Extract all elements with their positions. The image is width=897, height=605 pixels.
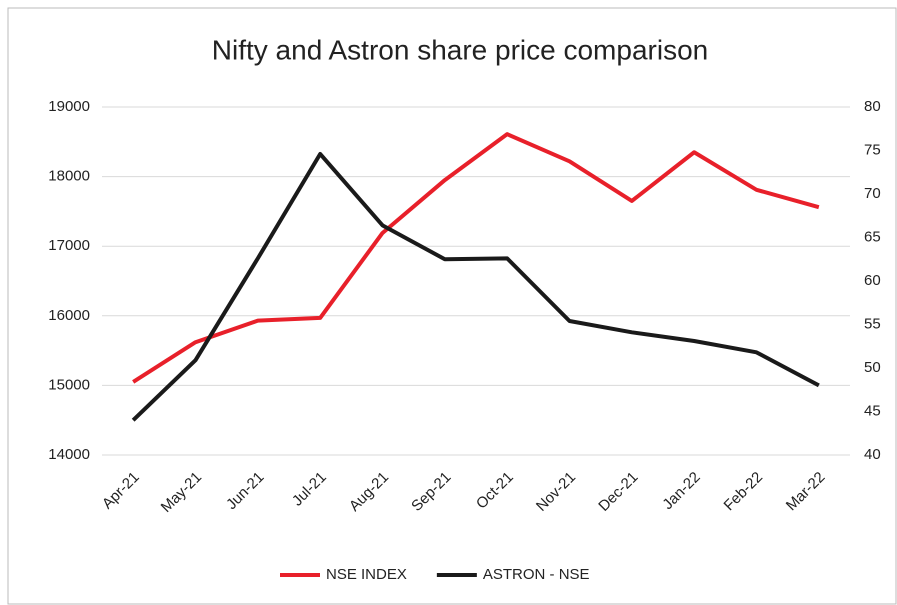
y2-tick-label: 70 xyxy=(864,185,881,202)
y2-tick-label: 80 xyxy=(864,98,881,115)
y-tick-label: 16000 xyxy=(48,307,90,324)
y2-tick-label: 65 xyxy=(864,228,881,245)
y-tick-label: 17000 xyxy=(48,237,90,254)
y-tick-label: 19000 xyxy=(48,98,90,115)
y-tick-label: 14000 xyxy=(48,446,90,463)
legend-label: ASTRON - NSE xyxy=(483,566,590,583)
y2-tick-label: 50 xyxy=(864,359,881,376)
y2-tick-label: 60 xyxy=(864,272,881,289)
chart-title: Nifty and Astron share price comparison xyxy=(212,34,708,65)
y2-tick-label: 75 xyxy=(864,141,881,158)
series-line xyxy=(131,151,820,422)
chart-border xyxy=(7,7,897,605)
y2-tick-label: 40 xyxy=(864,446,881,463)
y2-tick-label: 45 xyxy=(864,402,881,419)
y-tick-label: 15000 xyxy=(48,376,90,393)
series-line xyxy=(132,132,820,384)
legend-label: NSE INDEX xyxy=(326,566,407,583)
y-tick-label: 18000 xyxy=(48,168,90,185)
y2-tick-label: 55 xyxy=(864,315,881,332)
